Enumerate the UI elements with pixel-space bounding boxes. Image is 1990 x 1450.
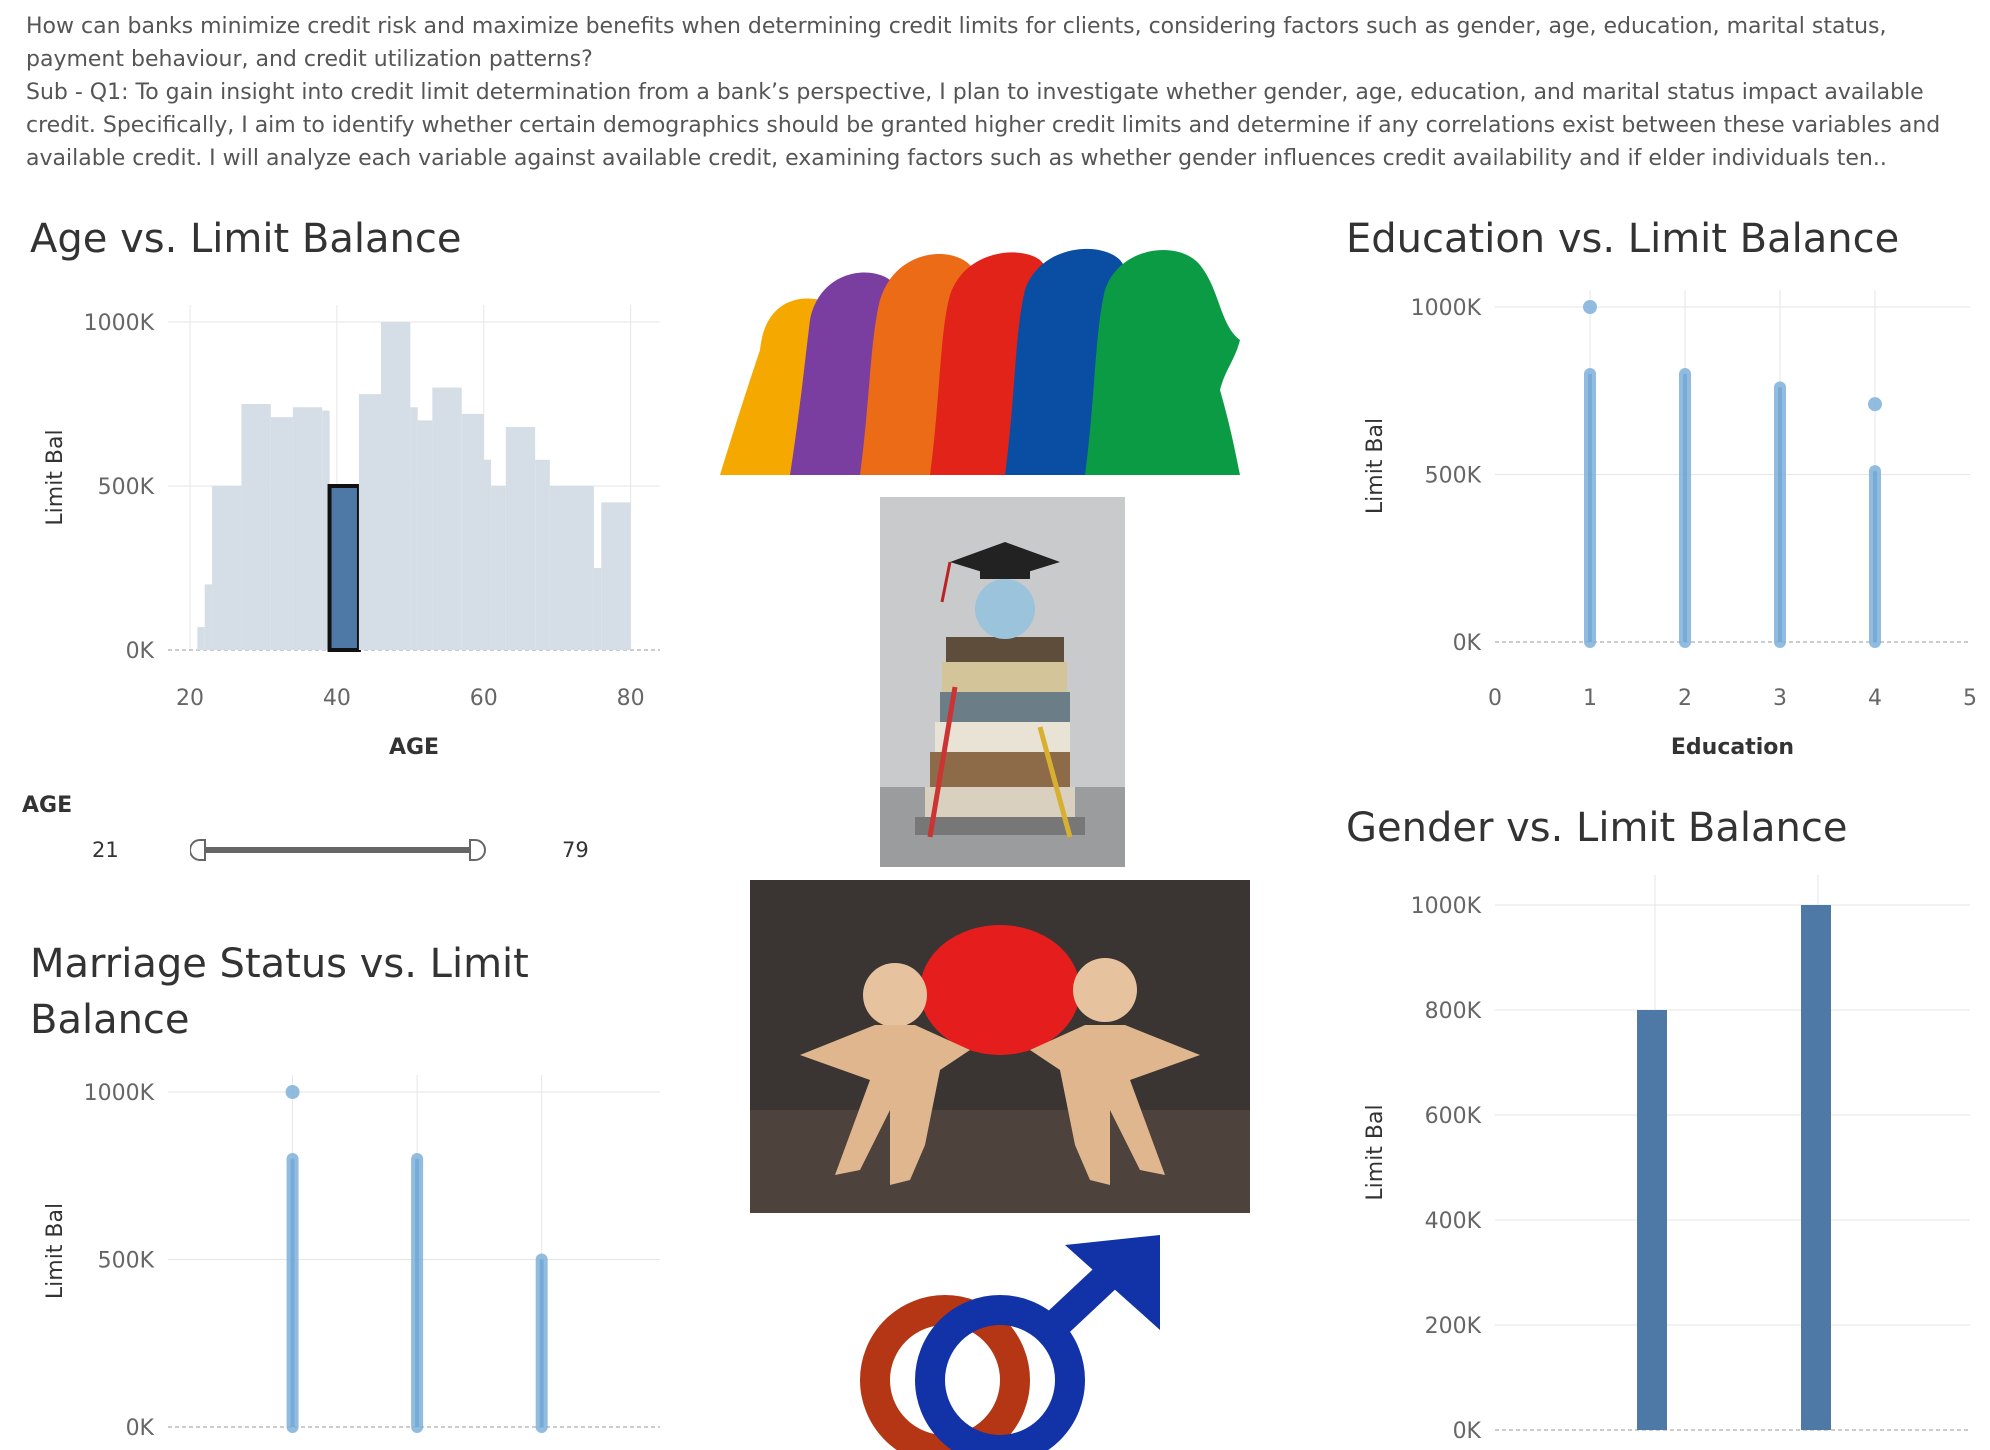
y-tick-label: 800K bbox=[1425, 999, 1482, 1024]
x-axis-label: Education bbox=[1671, 735, 1794, 760]
marriage-chart[interactable]: 0K 500K 1000K Limit Bal bbox=[0, 1070, 680, 1450]
age-bar bbox=[549, 486, 594, 650]
marriage-title-line1: Marriage Status vs. Limit bbox=[30, 941, 529, 987]
y-axis-label: Limit Bal bbox=[43, 429, 68, 525]
x-tick-label: 5 bbox=[1963, 686, 1977, 711]
gender-symbols-image bbox=[860, 1235, 1160, 1450]
age-bar bbox=[212, 486, 242, 650]
age-bar bbox=[461, 413, 484, 650]
x-tick-label: 60 bbox=[470, 686, 498, 711]
age-bar bbox=[593, 568, 602, 650]
y-axis-label: Limit Bal bbox=[43, 1203, 68, 1299]
gender-bar bbox=[1801, 905, 1831, 1430]
x-axis-label: AGE bbox=[389, 735, 439, 760]
y-tick-label: 1000K bbox=[84, 1081, 155, 1106]
age-chart[interactable]: 0K 500K 1000K Limit Bal 20 40 60 80 AGE bbox=[0, 280, 680, 770]
age-bar bbox=[204, 584, 213, 650]
age-bar bbox=[483, 459, 492, 650]
x-tick-label: 1 bbox=[1583, 686, 1597, 711]
y-tick-label: 0K bbox=[1453, 1419, 1482, 1444]
age-bar bbox=[197, 627, 205, 650]
data-point bbox=[285, 1085, 300, 1099]
age-bar bbox=[601, 502, 631, 650]
age-bar bbox=[417, 420, 433, 650]
marriage-title-line2: Balance bbox=[30, 997, 190, 1043]
y-tick-label: 200K bbox=[1425, 1314, 1482, 1339]
y-tick-label: 1000K bbox=[1411, 894, 1482, 919]
age-slider-track[interactable] bbox=[200, 847, 474, 853]
age-slider-min-handle[interactable] bbox=[190, 839, 206, 861]
y-axis-label: Limit Bal bbox=[1363, 1104, 1388, 1200]
graduation-books-image bbox=[880, 497, 1125, 867]
gender-bar bbox=[1637, 1010, 1667, 1430]
age-filter-min-value: 21 bbox=[92, 838, 119, 862]
sub-question-1: Sub - Q1: To gain insight into credit li… bbox=[26, 80, 1941, 171]
education-chart[interactable]: 0K 500K 1000K Limit Bal 0 1 2 3 4 5 Education bbox=[1320, 280, 1990, 770]
y-tick-label: 500K bbox=[98, 1249, 155, 1274]
x-tick-label: 3 bbox=[1773, 686, 1787, 711]
y-tick-label: 0K bbox=[1453, 631, 1482, 656]
age-bar bbox=[432, 387, 462, 650]
age-slider-max-handle[interactable] bbox=[469, 839, 486, 861]
age-range-slider[interactable] bbox=[190, 838, 500, 862]
age-bar bbox=[241, 404, 271, 650]
x-tick-label: 20 bbox=[176, 686, 204, 711]
x-tick-label: 4 bbox=[1868, 686, 1882, 711]
research-question: How can banks minimize credit risk and m… bbox=[26, 14, 1887, 72]
x-tick-label: 2 bbox=[1678, 686, 1692, 711]
y-tick-label: 0K bbox=[126, 1416, 155, 1441]
y-tick-label: 500K bbox=[98, 475, 155, 500]
y-tick-label: 600K bbox=[1425, 1104, 1482, 1129]
gender-chart[interactable]: 0K 200K 400K 600K 800K 1000K Limit Bal bbox=[1320, 870, 1990, 1450]
y-tick-label: 1000K bbox=[84, 311, 155, 336]
age-bar bbox=[535, 459, 550, 650]
age-filter-label: AGE bbox=[22, 793, 73, 818]
age-chart-title: Age vs. Limit Balance bbox=[30, 216, 462, 262]
age-bar bbox=[292, 407, 323, 650]
wooden-couple-heart-image bbox=[750, 880, 1250, 1213]
age-bar bbox=[380, 322, 411, 650]
y-axis-label: Limit Bal bbox=[1363, 418, 1388, 514]
y-tick-label: 400K bbox=[1425, 1209, 1482, 1234]
education-chart-title: Education vs. Limit Balance bbox=[1346, 216, 1900, 262]
x-tick-label: 40 bbox=[323, 686, 351, 711]
age-bar bbox=[410, 407, 418, 650]
age-bar bbox=[322, 410, 330, 650]
y-tick-label: 1000K bbox=[1411, 296, 1482, 321]
data-point bbox=[1583, 300, 1597, 314]
intro-text: How can banks minimize credit risk and m… bbox=[26, 10, 1976, 175]
data-point bbox=[1868, 397, 1882, 412]
age-filter-max-value: 79 bbox=[562, 838, 589, 862]
age-bar bbox=[491, 486, 506, 650]
x-tick-label: 0 bbox=[1488, 686, 1502, 711]
diverse-people-silhouettes-image bbox=[720, 248, 1240, 475]
x-tick-label: 80 bbox=[617, 686, 645, 711]
y-tick-label: 0K bbox=[126, 639, 155, 664]
marriage-chart-title: Marriage Status vs. Limit Balance bbox=[30, 936, 529, 1048]
gender-chart-title: Gender vs. Limit Balance bbox=[1346, 805, 1848, 851]
age-bar bbox=[270, 417, 293, 650]
age-bar bbox=[505, 426, 536, 650]
y-tick-label: 500K bbox=[1425, 464, 1482, 489]
age-bar bbox=[358, 394, 381, 650]
age-bar-selected bbox=[327, 484, 361, 652]
